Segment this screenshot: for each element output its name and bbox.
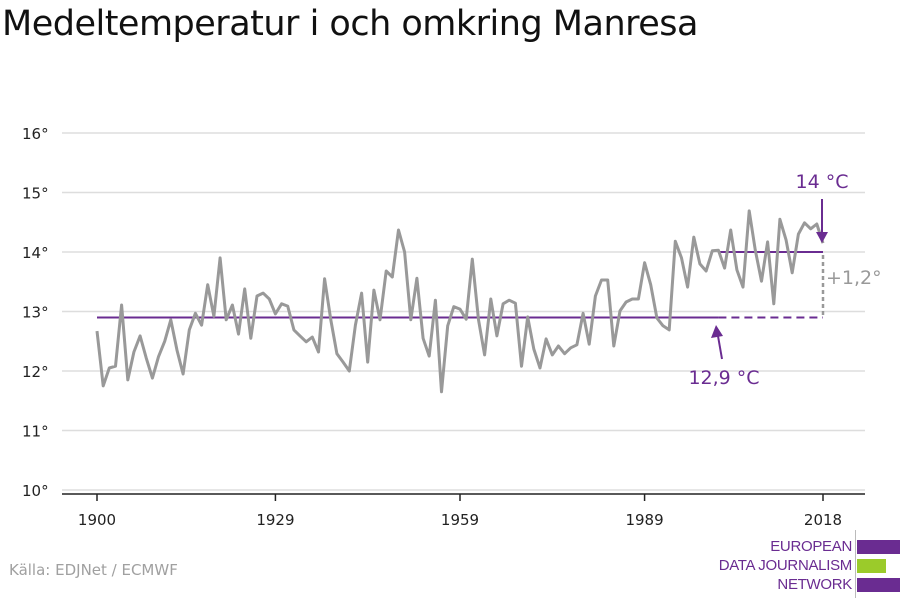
logo-text-3: NETWORK [777, 576, 852, 593]
y-axis-ticks: 10° 11° 12° 13° 14° 15° 16° [22, 125, 49, 500]
chart-title: Medeltemperatur i och omkring Manresa [2, 4, 698, 44]
y-tick-label: 10° [22, 482, 49, 500]
x-tick-label: 1989 [625, 511, 663, 529]
logo-bar-green [857, 559, 886, 573]
source-label: Källa: EDJNet / ECMWF [9, 561, 178, 579]
y-tick-label: 11° [22, 423, 49, 441]
y-tick-label: 15° [22, 185, 49, 203]
x-tick-label: 1959 [441, 511, 479, 529]
label-129c: 12,9 °C [688, 367, 759, 389]
x-tick-label: 2018 [804, 511, 842, 529]
difference-label: +1,2° [826, 267, 882, 289]
x-tick-label: 1929 [256, 511, 294, 529]
logo-divider [855, 530, 856, 598]
y-tick-label: 12° [22, 363, 49, 381]
logo-text-2: DATA JOURNALISM [718, 557, 853, 574]
series-line-temperature [95, 209, 825, 394]
y-tick-label: 14° [22, 244, 49, 262]
y-tick-label: 13° [22, 304, 49, 322]
arrow-129-shaft [717, 335, 723, 360]
gridlines [62, 132, 865, 491]
arrow-129-head [711, 325, 723, 338]
logo-bar-purple-top [857, 540, 900, 554]
edjnet-logo: EUROPEAN DATA JOURNALISM NETWORK [700, 530, 900, 598]
logo-text-1: EUROPEAN [770, 538, 852, 555]
y-tick-label: 16° [22, 125, 49, 143]
x-axis-ticks: 1900 1929 1959 1989 2018 [78, 494, 842, 529]
logo-bar-purple-bottom [857, 578, 900, 592]
label-14c: 14 °C [796, 171, 849, 193]
annotations: +1,2° 14 °C 12,9 °C [688, 171, 881, 389]
arrow-14-head [816, 232, 828, 243]
x-tick-label: 1900 [78, 511, 116, 529]
reference-lines [97, 251, 825, 319]
